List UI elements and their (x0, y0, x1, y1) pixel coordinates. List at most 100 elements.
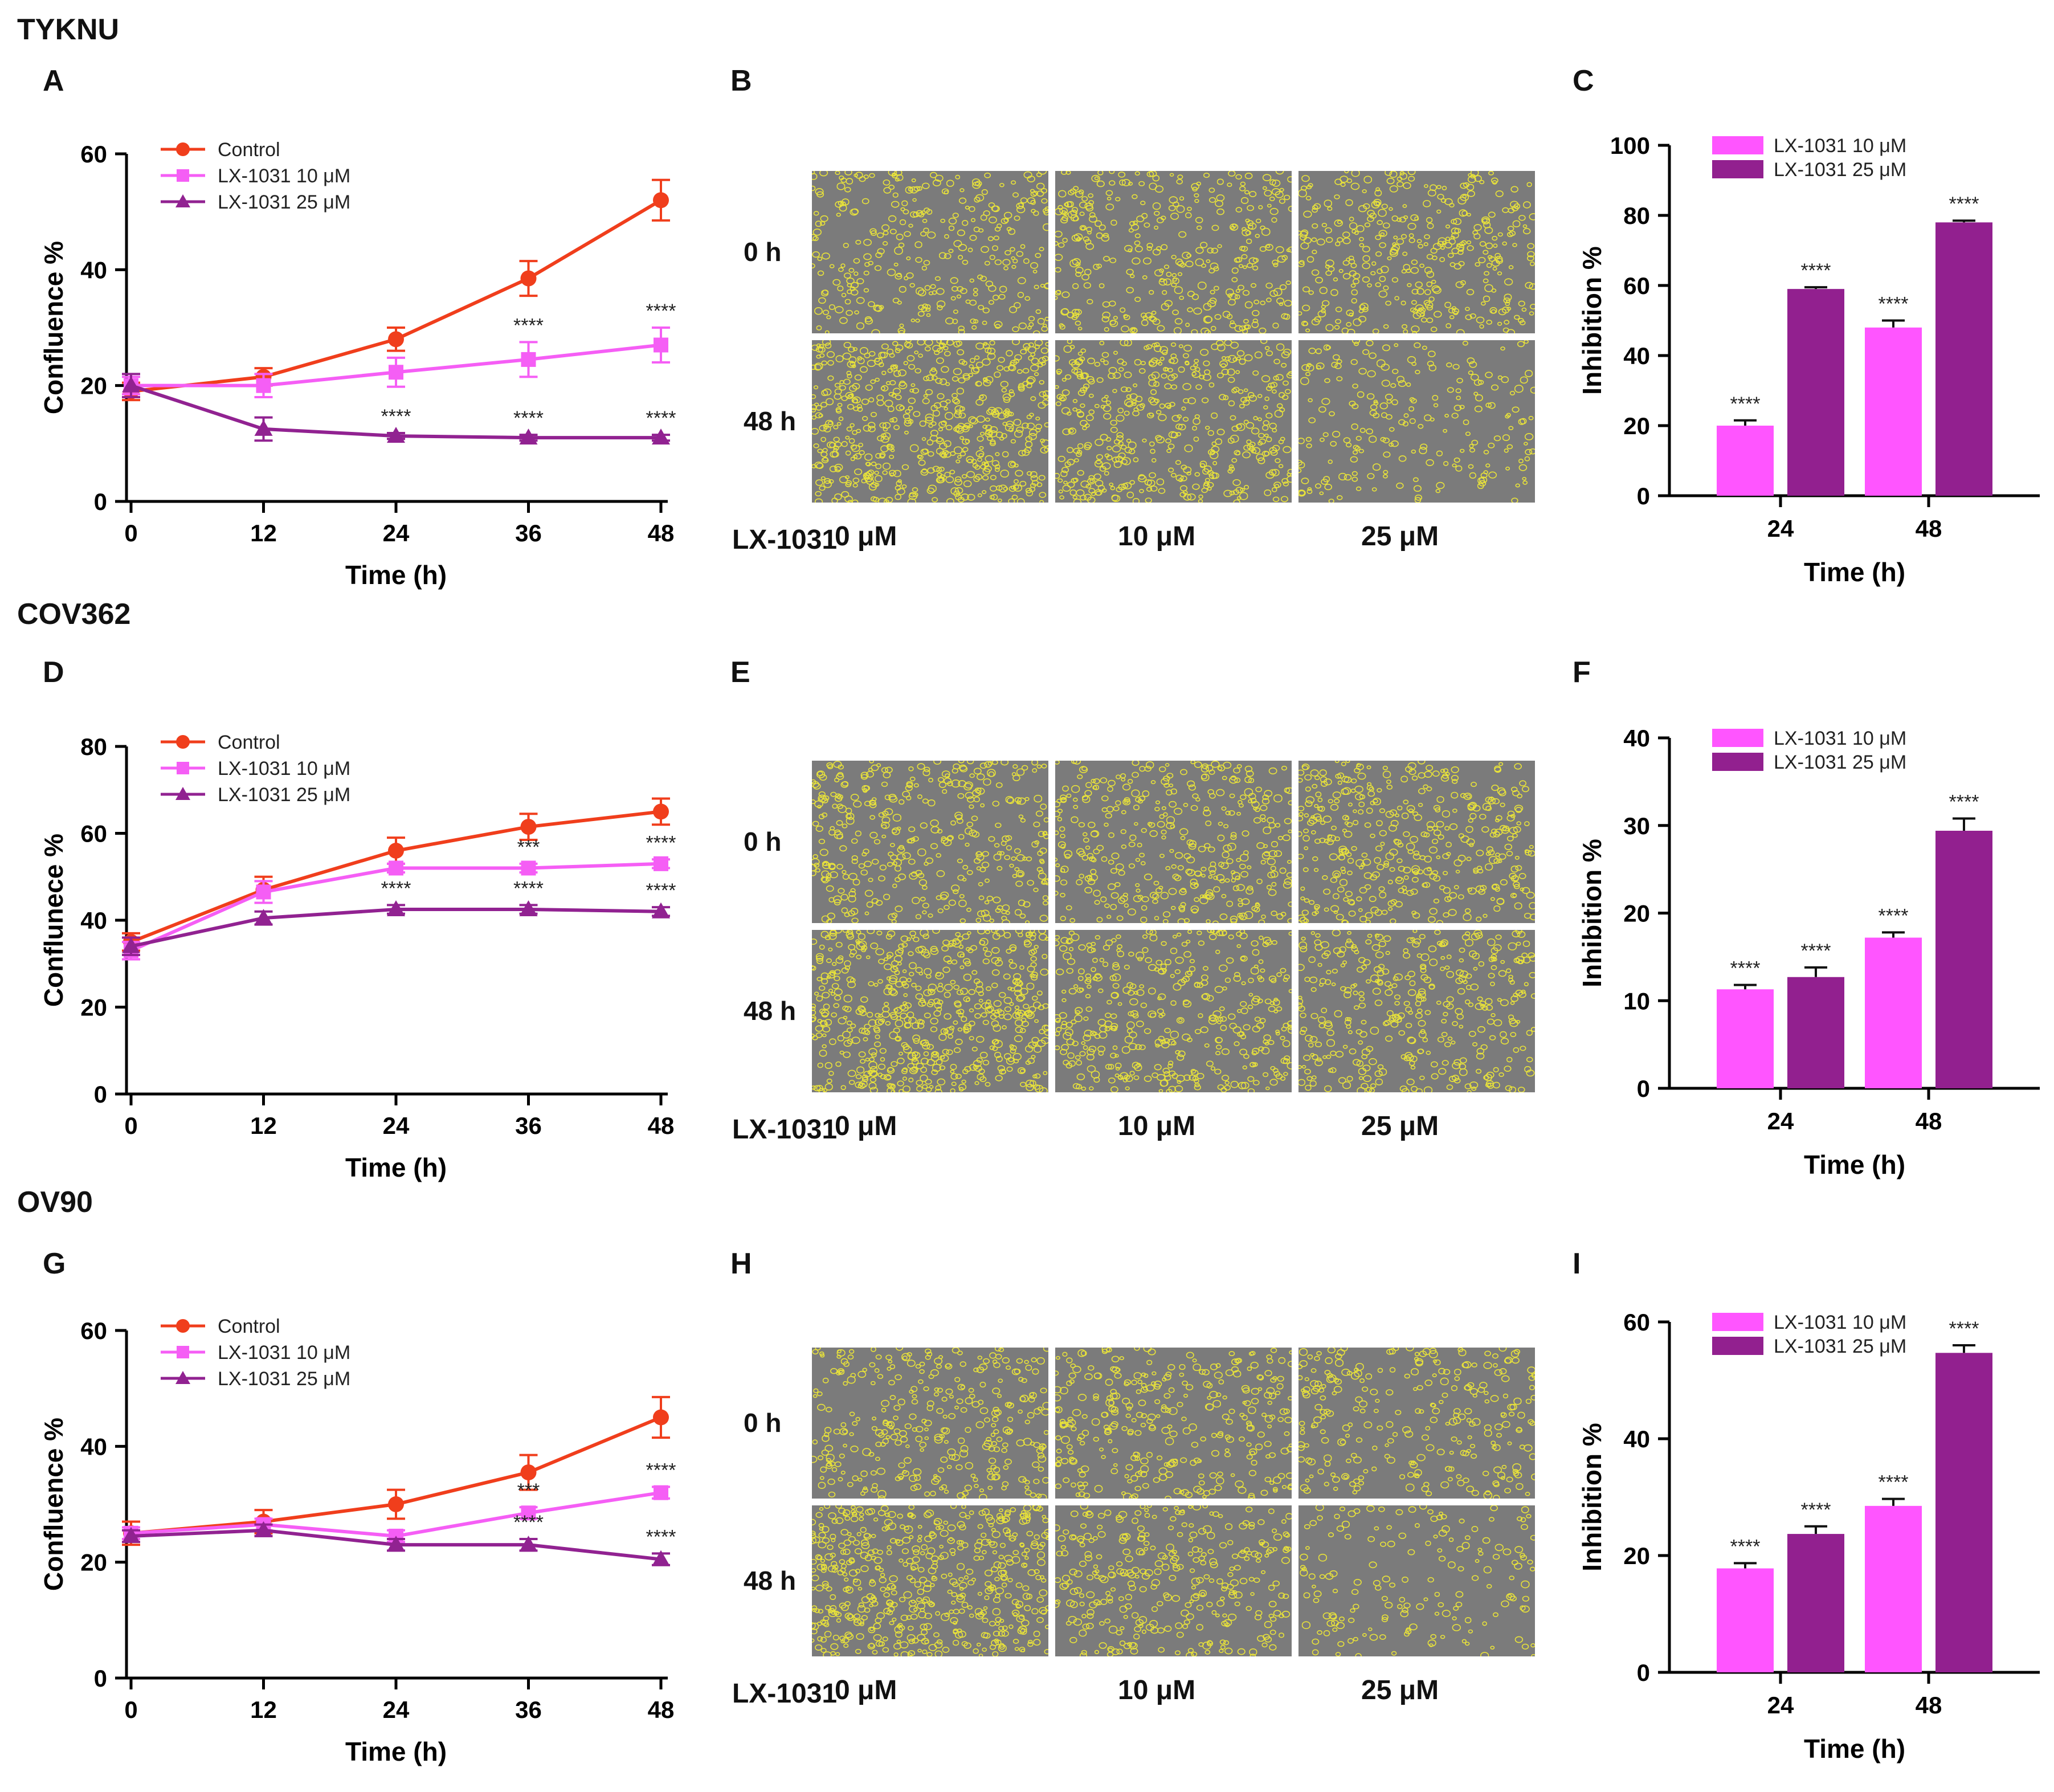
significance-label: **** (1949, 1318, 1979, 1340)
legend-label: LX-1031 25 μM (1774, 159, 1906, 181)
y-tick-label: 100 (1610, 132, 1650, 159)
y-tick-label: 20 (1623, 413, 1650, 439)
data-point-square (521, 1505, 536, 1521)
data-point-triangle (652, 428, 670, 445)
legend-marker (176, 1319, 190, 1333)
legend-swatch (1712, 753, 1763, 771)
significance-label: **** (1879, 293, 1909, 315)
data-point-triangle (652, 902, 670, 919)
x-tick-label: 48 (1916, 515, 1942, 542)
bar-chart-i: 0 20 40 60 Inhibition % 24 **** **** 48 **** **** T… (1577, 1309, 2040, 1764)
micrograph-grid-h: 0 h 48 h LX-1031 0 μM 10 μM 25 μM (732, 1348, 1547, 1792)
cell-overlay (1055, 171, 1292, 333)
y-tick-label: 60 (1623, 272, 1650, 299)
concentration-label: 0 μM (835, 1675, 897, 1705)
significance-label: **** (646, 407, 676, 429)
significance-label: **** (513, 877, 544, 899)
cell-outlines (1298, 930, 1535, 1092)
data-point-triangle (122, 1526, 140, 1543)
legend-label: LX-1031 10 μM (218, 165, 350, 187)
data-point-triangle (519, 900, 538, 916)
legend-swatch (1712, 729, 1763, 747)
x-tick-label: 12 (250, 1696, 277, 1723)
y-tick-label: 0 (94, 1081, 107, 1108)
x-tick-label: 12 (250, 520, 277, 546)
x-tick-label: 24 (383, 520, 410, 546)
bar-chart-c: 0 20 40 60 80 100 Inhibition % 24 **** **** 48 ****… (1577, 132, 2040, 587)
x-axis-label: Time (h) (345, 1737, 447, 1766)
data-point-circle (653, 803, 669, 820)
cell-outlines (1055, 1505, 1292, 1656)
micrograph-tile (1055, 171, 1292, 333)
cell-outlines (1298, 761, 1535, 923)
data-point-square (389, 365, 403, 380)
data-point-circle (520, 270, 537, 287)
cell-overlay (812, 930, 1048, 1092)
drug-label: LX-1031 (732, 1115, 838, 1145)
micrograph-tile (1055, 1505, 1292, 1656)
y-axis-label: Inhibition % (1577, 246, 1607, 395)
data-point-circle (388, 1496, 404, 1512)
y-tick-label: 80 (80, 733, 107, 760)
micrograph-time-label: 0 h (744, 1407, 782, 1438)
x-axis-label: Time (h) (345, 560, 447, 590)
y-tick-label: 10 (1623, 987, 1650, 1014)
legend-marker (176, 735, 190, 749)
x-tick-label: 48 (648, 1696, 675, 1723)
x-tick-label: 48 (648, 1112, 675, 1139)
significance-label: **** (1879, 1472, 1909, 1493)
series-line (130, 810, 661, 944)
drug-label: LX-1031 (732, 525, 838, 555)
concentration-label: 25 μM (1361, 1675, 1439, 1705)
y-axis-label: Inhibition % (1577, 1423, 1607, 1571)
legend-label: LX-1031 10 μM (1774, 728, 1906, 749)
cell-overlay (1055, 1505, 1292, 1656)
legend-swatch (1712, 1313, 1763, 1331)
cell-outlines (812, 1505, 1048, 1656)
row-title-tyknu: TYKNU (17, 13, 120, 46)
significance-label: **** (381, 406, 411, 427)
y-tick-label: 20 (80, 1549, 107, 1576)
significance-label: *** (517, 1480, 540, 1501)
y-tick-label: 60 (80, 141, 107, 168)
cell-overlay (812, 171, 1048, 333)
significance-label: **** (1801, 1499, 1831, 1521)
legend-label: LX-1031 25 μM (1774, 752, 1906, 773)
micrograph-time-label: 0 h (744, 826, 782, 856)
micrograph-tile (1055, 1348, 1292, 1499)
legend-label: LX-1031 25 μM (218, 1368, 350, 1390)
y-tick-label: 80 (1623, 202, 1650, 229)
data-point-square (654, 856, 668, 871)
y-tick-label: 0 (94, 488, 107, 515)
x-tick-label: 24 (1767, 515, 1794, 542)
significance-label: **** (1879, 905, 1909, 926)
data-point-triangle (254, 909, 273, 925)
micrograph-grid-b: 0 h 48 h LX-1031 0 μM 10 μM 25 μM (732, 171, 1547, 729)
bar (1935, 830, 1992, 1088)
cell-overlay (1055, 340, 1292, 503)
cell-overlay (1055, 930, 1292, 1092)
concentration-label: 25 μM (1361, 521, 1439, 552)
cell-overlay (1298, 761, 1535, 923)
data-point-triangle (254, 1521, 273, 1537)
legend-label: LX-1031 10 μM (218, 758, 350, 779)
micrograph-time-label: 48 h (744, 1565, 797, 1595)
legend-swatch (1712, 160, 1763, 178)
significance-label: **** (1949, 193, 1979, 215)
bar (1935, 1353, 1992, 1672)
legend-label: LX-1031 10 μM (1774, 135, 1906, 157)
bar (1787, 1534, 1844, 1672)
y-tick-label: 60 (1623, 1309, 1650, 1336)
y-tick-label: 0 (1637, 1075, 1650, 1102)
panel-letter-g: G (43, 1247, 66, 1280)
x-axis-label: Time (h) (345, 1153, 447, 1182)
cell-outlines (1300, 1505, 1535, 1656)
x-tick-label: 24 (383, 1696, 410, 1723)
significance-label: **** (1730, 1536, 1761, 1557)
significance-label: **** (646, 1526, 676, 1548)
micrograph-tile (812, 930, 1048, 1092)
legend-marker (176, 142, 190, 156)
y-tick-label: 40 (80, 907, 107, 934)
data-point-circle (653, 192, 669, 209)
cell-overlay (812, 761, 1048, 923)
